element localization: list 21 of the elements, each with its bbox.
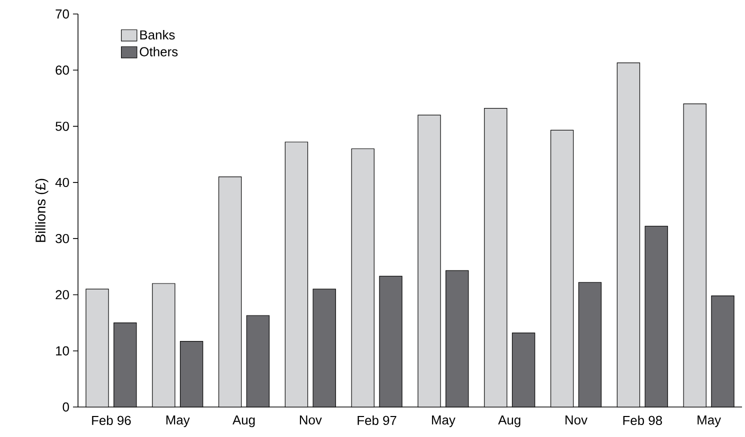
x-tick-label: Nov bbox=[300, 416, 322, 425]
legend-label: Banks bbox=[140, 30, 175, 40]
x-tick-label: Aug bbox=[498, 416, 520, 428]
x-tick-label: Nov bbox=[566, 416, 588, 425]
y-tick-label: 70 bbox=[56, 9, 69, 19]
x-tick-label: Feb 97 bbox=[358, 416, 396, 426]
x-tick-label: Feb 98 bbox=[623, 416, 662, 426]
x-tick-label: Aug bbox=[232, 416, 255, 428]
y-tick-label: 60 bbox=[56, 66, 69, 75]
legend-label: Others bbox=[140, 46, 178, 56]
y-tick-label: 30 bbox=[56, 234, 69, 244]
x-tick-label: May bbox=[166, 416, 190, 428]
y-tick-label: 40 bbox=[55, 178, 69, 188]
y-tick-label: 20 bbox=[56, 290, 69, 300]
y-tick-label: 50 bbox=[56, 122, 69, 131]
x-tick-label: Feb 96 bbox=[92, 416, 131, 426]
x-tick-label: May bbox=[698, 416, 722, 428]
y-axis-title: Billions (£) bbox=[35, 178, 48, 242]
y-tick-label: 0 bbox=[62, 402, 69, 412]
x-tick-label: May bbox=[432, 416, 456, 428]
y-tick-label: 10 bbox=[56, 346, 69, 356]
